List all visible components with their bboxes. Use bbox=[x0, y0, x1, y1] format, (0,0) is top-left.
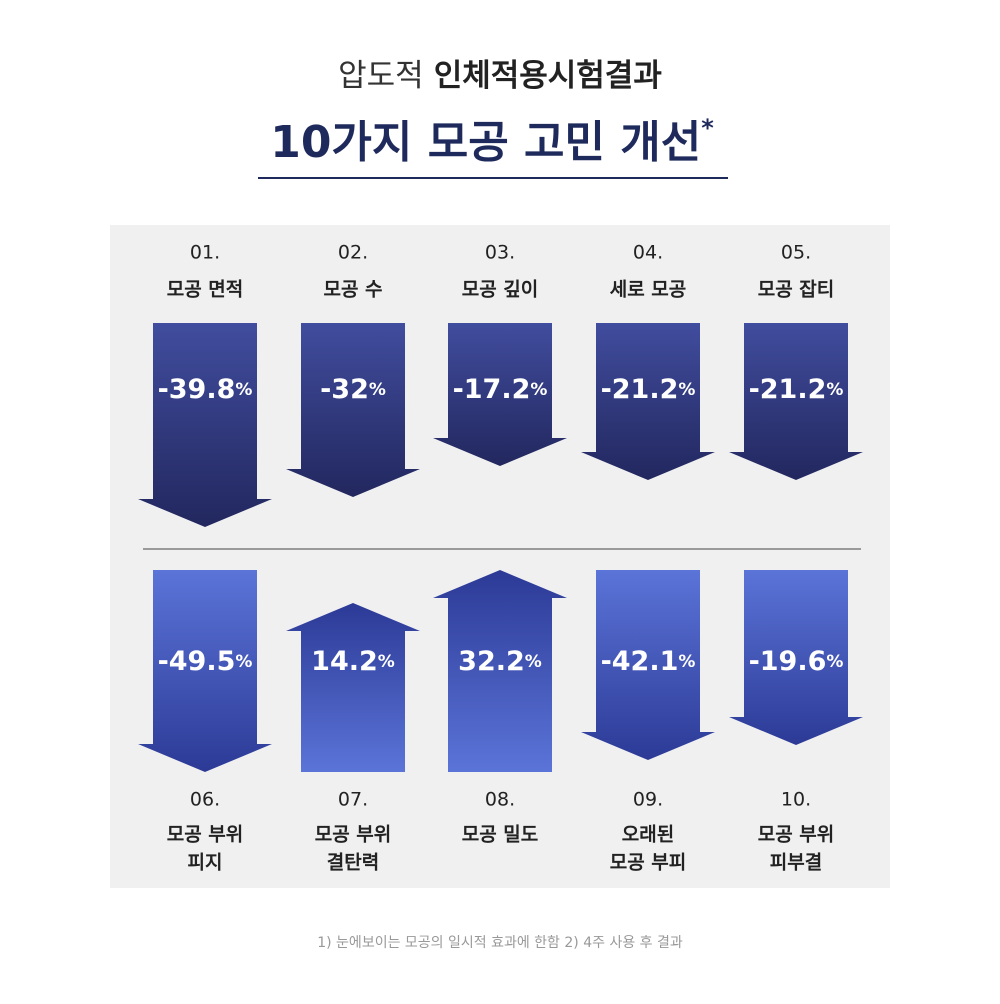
item-number: 03. bbox=[485, 242, 515, 264]
value-number: -21.2 bbox=[749, 374, 827, 405]
value-label: -39.8% bbox=[158, 374, 253, 405]
value-label: -21.2% bbox=[601, 374, 696, 405]
item-number: 09. bbox=[633, 789, 663, 811]
value-label: 32.2% bbox=[458, 646, 542, 677]
item-label: 모공 잡티 bbox=[758, 279, 835, 301]
item-label: 모공 부위 bbox=[758, 824, 835, 846]
value-number: -49.5 bbox=[158, 646, 236, 677]
value-unit: % bbox=[826, 380, 843, 400]
items: -39.8% 01. 모공 면적 -32% 02. 모공 수 -17.2% 03. 모공 깊이 -… bbox=[138, 242, 863, 874]
value-label: -49.5% bbox=[158, 646, 253, 677]
item-label: 모공 밀도 bbox=[462, 824, 539, 846]
value-label: -19.6% bbox=[749, 646, 844, 677]
value-unit: % bbox=[369, 380, 386, 400]
item-number: 10. bbox=[781, 789, 811, 811]
value-number: -19.6 bbox=[749, 646, 827, 677]
value-label: -21.2% bbox=[749, 374, 844, 405]
arrow bbox=[138, 323, 272, 527]
value-unit: % bbox=[678, 380, 695, 400]
item-label: 피지 bbox=[188, 852, 223, 874]
item-label: 결탄력 bbox=[327, 852, 379, 874]
item-number: 08. bbox=[485, 789, 515, 811]
arrow bbox=[433, 323, 567, 466]
arrow bbox=[286, 323, 420, 497]
item-label: 피부결 bbox=[770, 852, 822, 874]
title-asterisk: * bbox=[701, 114, 714, 142]
arrow bbox=[581, 323, 715, 480]
item-label: 모공 부위 bbox=[315, 824, 392, 846]
title-bold: 인체적용시험결과 bbox=[434, 58, 663, 94]
value-number: -39.8 bbox=[158, 374, 236, 405]
title-light: 압도적 bbox=[338, 58, 424, 94]
item-label: 모공 부피 bbox=[610, 852, 687, 874]
value-unit: % bbox=[525, 652, 542, 672]
item-label: 세로 모공 bbox=[610, 279, 687, 301]
arrow bbox=[433, 570, 567, 772]
value-number: -32 bbox=[320, 374, 369, 405]
value-unit: % bbox=[235, 652, 252, 672]
value-label: -17.2% bbox=[453, 374, 548, 405]
value-number: -17.2 bbox=[453, 374, 531, 405]
item-number: 07. bbox=[338, 789, 368, 811]
arrow bbox=[729, 323, 863, 480]
title-line1: 압도적 인체적용시험결과 bbox=[338, 58, 662, 94]
arrow bbox=[138, 570, 272, 772]
item-label: 오래된 bbox=[622, 824, 674, 846]
item-number: 02. bbox=[338, 242, 368, 264]
value-number: 32.2 bbox=[458, 646, 525, 677]
value-number: -21.2 bbox=[601, 374, 679, 405]
arrow bbox=[729, 570, 863, 745]
value-number: 14.2 bbox=[311, 646, 378, 677]
footnote: 1) 눈에보이는 모공의 일시적 효과에 한함 2) 4주 사용 후 결과 bbox=[317, 935, 683, 951]
title-line2: 10가지 모공 고민 개선* bbox=[270, 114, 714, 168]
title-main: 10가지 모공 고민 개선 bbox=[270, 117, 701, 168]
value-unit: % bbox=[826, 652, 843, 672]
arrow bbox=[286, 603, 420, 772]
item-label: 모공 수 bbox=[323, 279, 382, 301]
item-label: 모공 부위 bbox=[167, 824, 244, 846]
value-label: -42.1% bbox=[601, 646, 696, 677]
value-label: -32% bbox=[320, 374, 386, 405]
value-number: -42.1 bbox=[601, 646, 679, 677]
item-number: 05. bbox=[781, 242, 811, 264]
arrow bbox=[581, 570, 715, 760]
item-number: 01. bbox=[190, 242, 220, 264]
item-label: 모공 면적 bbox=[167, 279, 244, 301]
value-unit: % bbox=[530, 380, 547, 400]
item-number: 04. bbox=[633, 242, 663, 264]
value-unit: % bbox=[235, 380, 252, 400]
value-label: 14.2% bbox=[311, 646, 395, 677]
item-number: 06. bbox=[190, 789, 220, 811]
item-label: 모공 깊이 bbox=[462, 279, 539, 301]
value-unit: % bbox=[678, 652, 695, 672]
value-unit: % bbox=[378, 652, 395, 672]
